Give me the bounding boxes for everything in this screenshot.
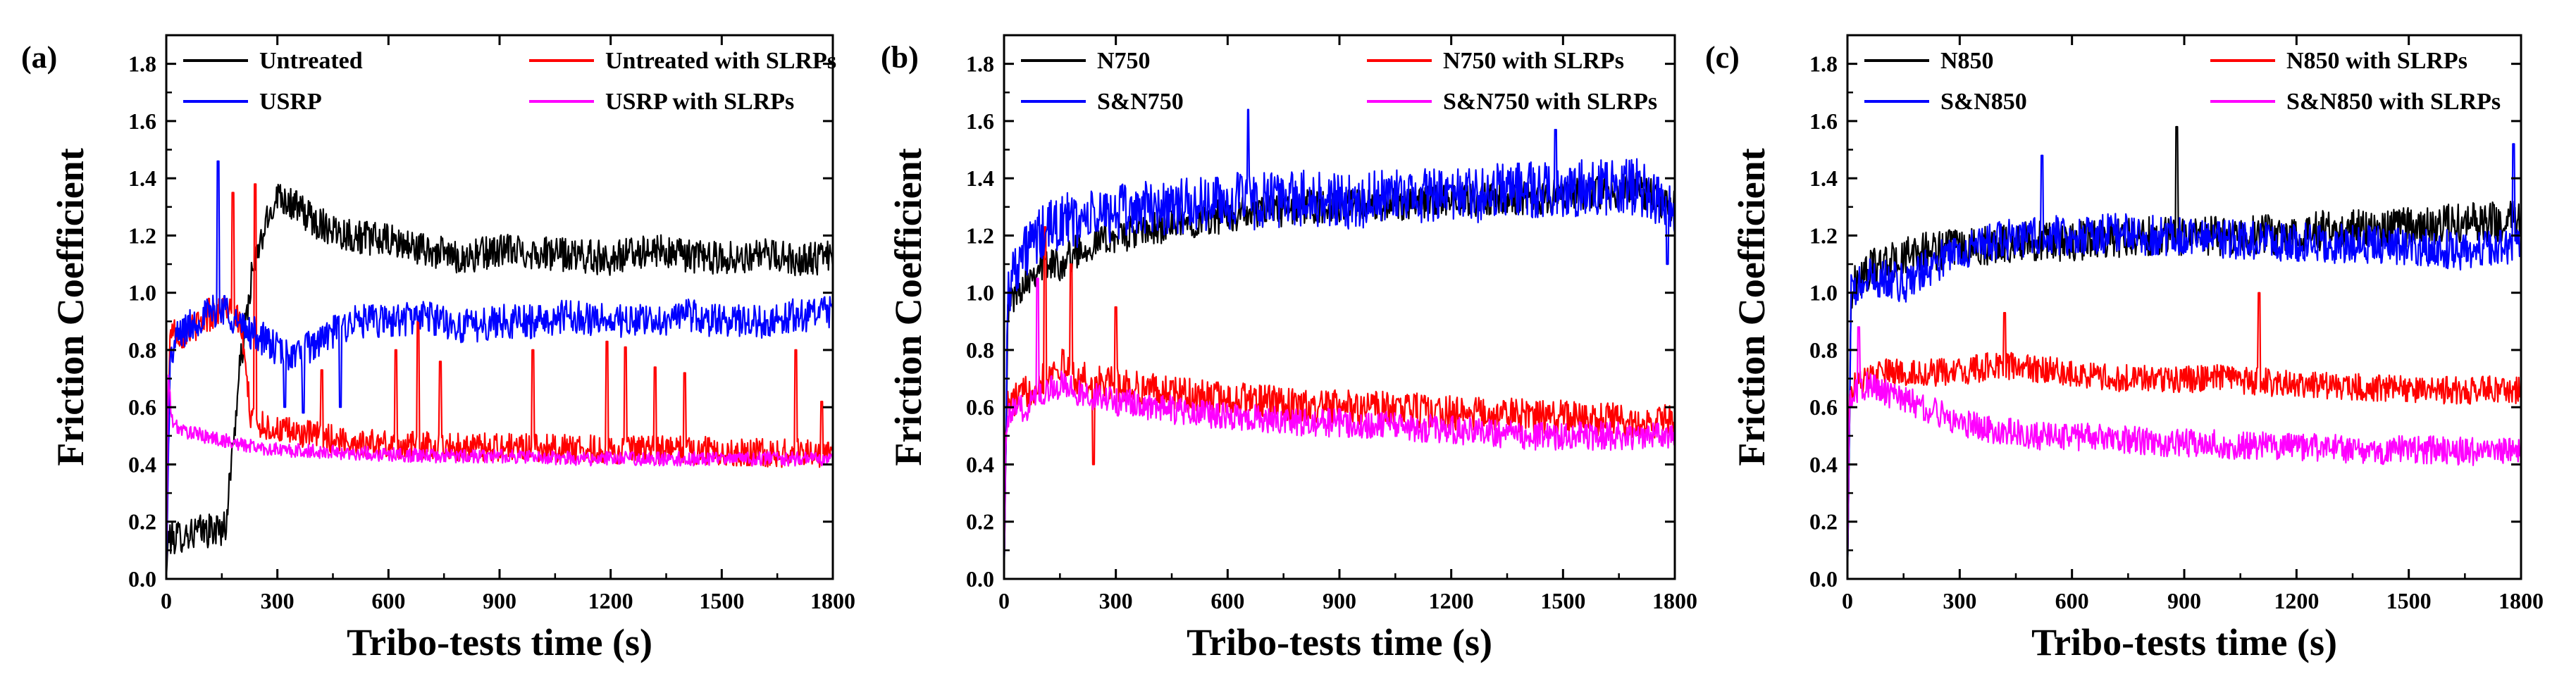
- x-tick-label: 0: [1842, 588, 1853, 613]
- series-line-3: [1847, 326, 2521, 579]
- series-line-2: [1004, 108, 1675, 579]
- y-tick-label: 1.6: [128, 108, 156, 134]
- y-tick-label: 1.0: [128, 280, 156, 306]
- legend-entry: N750: [1097, 48, 1151, 74]
- x-tick-label: 0: [161, 588, 172, 613]
- legend-entry: S&N850 with SLRPs: [2286, 89, 2501, 115]
- y-tick-label: 1.8: [1809, 51, 1838, 77]
- series-line-1: [1004, 226, 1675, 579]
- x-tick-label: 300: [261, 588, 295, 613]
- x-tick-label: 600: [1210, 588, 1244, 613]
- x-tick-label: 300: [1099, 588, 1133, 613]
- x-tick-label: 1800: [2498, 588, 2544, 613]
- chart-panel-2: 0.0 0.2 0.4 0.6 0.8 1.0 1.2 1.4 1.6 1.8 0 300 600 900…: [1705, 34, 2544, 663]
- series-line-2: [1847, 143, 2521, 579]
- x-tick-label: 1500: [699, 588, 744, 613]
- y-tick-label: 1.4: [1809, 166, 1838, 191]
- x-tick-label: 600: [2055, 588, 2089, 613]
- plot-frame: [1846, 34, 2522, 580]
- y-tick-label: 0.0: [128, 566, 156, 592]
- legend-entry: S&N750: [1097, 89, 1184, 115]
- y-tick-label: 1.6: [966, 108, 994, 134]
- y-axis-label: Friction Coefficient: [49, 148, 92, 466]
- x-tick-label: 600: [371, 588, 405, 613]
- panel-label: (b): [881, 40, 919, 75]
- x-tick-label: 1200: [1429, 588, 1474, 613]
- y-tick-label: 0.0: [1809, 566, 1838, 592]
- y-tick-label: 1.2: [128, 223, 156, 248]
- legend-entry: N850: [1940, 48, 1994, 74]
- chart-panel-0: 0.0 0.2 0.4 0.6 0.8 1.0 1.2 1.4 1.6 1.8 0 300 600 900…: [21, 34, 855, 663]
- x-tick-label: 900: [1323, 588, 1356, 613]
- x-tick-label: 300: [1943, 588, 1976, 613]
- y-tick-label: 1.4: [966, 166, 994, 191]
- y-tick-label: 0.2: [966, 509, 994, 535]
- y-tick-label: 0.4: [966, 451, 994, 477]
- y-tick-label: 1.0: [966, 280, 994, 306]
- y-tick-label: 0.6: [128, 394, 156, 420]
- panel-label: (c): [1705, 40, 1740, 75]
- y-tick-label: 0.0: [966, 566, 994, 592]
- legend-entry: USRP with SLRPs: [605, 89, 794, 115]
- legend-entry: Untreated: [259, 48, 363, 74]
- legend-entry: S&N750 with SLRPs: [1443, 89, 1657, 115]
- legend-entry: USRP: [259, 89, 322, 115]
- y-tick-label: 0.8: [966, 337, 994, 363]
- y-tick-label: 1.4: [128, 166, 156, 191]
- x-tick-label: 1800: [810, 588, 855, 613]
- legend-entry: S&N850: [1940, 89, 2027, 115]
- y-tick-label: 1.8: [966, 51, 994, 77]
- panel-label: (a): [21, 40, 57, 75]
- y-tick-label: 0.4: [128, 451, 156, 477]
- series-group: [1004, 108, 1675, 579]
- y-tick-label: 1.8: [128, 51, 156, 77]
- y-tick-label: 1.0: [1809, 280, 1838, 306]
- series-line-0: [1004, 172, 1675, 579]
- x-tick-label: 900: [2167, 588, 2201, 613]
- x-axis-label: Tribo-tests time (s): [2031, 621, 2337, 663]
- legend-entry: Untreated with SLRPs: [605, 48, 836, 74]
- series-line-2: [166, 160, 833, 579]
- legend-entry: N850 with SLRPs: [2286, 48, 2467, 74]
- y-tick-label: 0.2: [1809, 509, 1838, 535]
- series-line-0: [166, 183, 833, 579]
- y-tick-label: 0.4: [1809, 451, 1838, 477]
- x-axis-label: Tribo-tests time (s): [1187, 621, 1492, 663]
- series-line-0: [1847, 125, 2521, 579]
- y-tick-label: 1.2: [1809, 223, 1838, 248]
- x-tick-label: 1500: [1540, 588, 1585, 613]
- x-tick-label: 1200: [2274, 588, 2319, 613]
- x-axis-label: Tribo-tests time (s): [347, 621, 652, 663]
- x-tick-label: 900: [483, 588, 516, 613]
- y-tick-label: 0.2: [128, 509, 156, 535]
- y-axis-label: Friction Coefficient: [887, 148, 929, 466]
- x-tick-label: 1200: [588, 588, 633, 613]
- y-tick-label: 0.6: [1809, 394, 1838, 420]
- series-group: [1847, 125, 2521, 579]
- plot-frame: [1003, 34, 1676, 580]
- x-tick-label: 1500: [2386, 588, 2432, 613]
- series-line-3: [1004, 277, 1675, 579]
- series-line-1: [1847, 292, 2521, 579]
- y-tick-label: 0.6: [966, 394, 994, 420]
- chart-panel-1: 0.0 0.2 0.4 0.6 0.8 1.0 1.2 1.4 1.6 1.8 0 300 600 900…: [881, 34, 1697, 663]
- x-tick-label: 0: [998, 588, 1010, 613]
- series-line-3: [166, 374, 833, 579]
- series-group: [166, 160, 833, 579]
- y-tick-label: 0.8: [128, 337, 156, 363]
- x-tick-label: 1800: [1652, 588, 1697, 613]
- y-axis-label: Friction Coefficient: [1730, 148, 1773, 466]
- y-tick-label: 1.6: [1809, 108, 1838, 134]
- y-tick-label: 1.2: [966, 223, 994, 248]
- legend-entry: N750 with SLRPs: [1443, 48, 1624, 74]
- y-tick-label: 0.8: [1809, 337, 1838, 363]
